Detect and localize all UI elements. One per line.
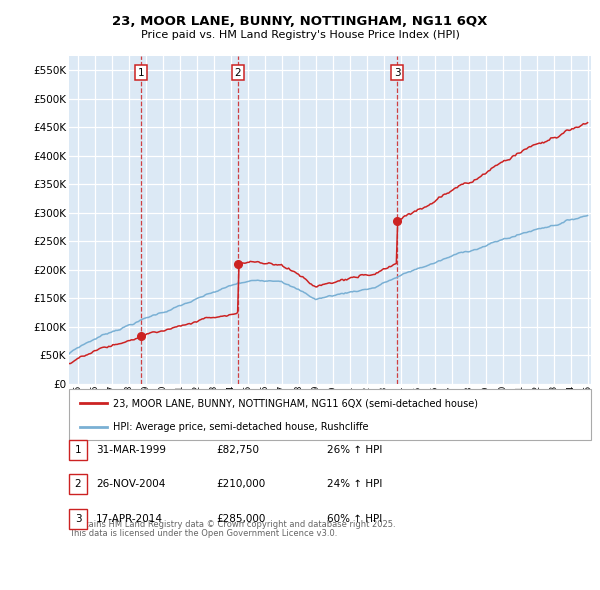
- Text: Contains HM Land Registry data © Crown copyright and database right 2025.: Contains HM Land Registry data © Crown c…: [69, 520, 395, 529]
- Text: 3: 3: [74, 514, 82, 523]
- Text: 1: 1: [138, 67, 145, 77]
- Text: 17-APR-2014: 17-APR-2014: [96, 514, 163, 523]
- Text: £82,750: £82,750: [216, 445, 259, 455]
- Text: This data is licensed under the Open Government Licence v3.0.: This data is licensed under the Open Gov…: [69, 529, 337, 538]
- Text: 26-NOV-2004: 26-NOV-2004: [96, 480, 166, 489]
- Text: 26% ↑ HPI: 26% ↑ HPI: [327, 445, 382, 455]
- Text: 2: 2: [74, 480, 82, 489]
- Text: £285,000: £285,000: [216, 514, 265, 523]
- Text: 23, MOOR LANE, BUNNY, NOTTINGHAM, NG11 6QX: 23, MOOR LANE, BUNNY, NOTTINGHAM, NG11 6…: [112, 15, 488, 28]
- Text: 24% ↑ HPI: 24% ↑ HPI: [327, 480, 382, 489]
- Text: 31-MAR-1999: 31-MAR-1999: [96, 445, 166, 455]
- Text: Price paid vs. HM Land Registry's House Price Index (HPI): Price paid vs. HM Land Registry's House …: [140, 30, 460, 40]
- Text: 1: 1: [74, 445, 82, 455]
- Text: 3: 3: [394, 67, 400, 77]
- Text: 60% ↑ HPI: 60% ↑ HPI: [327, 514, 382, 523]
- Text: 23, MOOR LANE, BUNNY, NOTTINGHAM, NG11 6QX (semi-detached house): 23, MOOR LANE, BUNNY, NOTTINGHAM, NG11 6…: [113, 398, 478, 408]
- Text: 2: 2: [235, 67, 241, 77]
- Text: £210,000: £210,000: [216, 480, 265, 489]
- Text: HPI: Average price, semi-detached house, Rushcliffe: HPI: Average price, semi-detached house,…: [113, 422, 368, 432]
